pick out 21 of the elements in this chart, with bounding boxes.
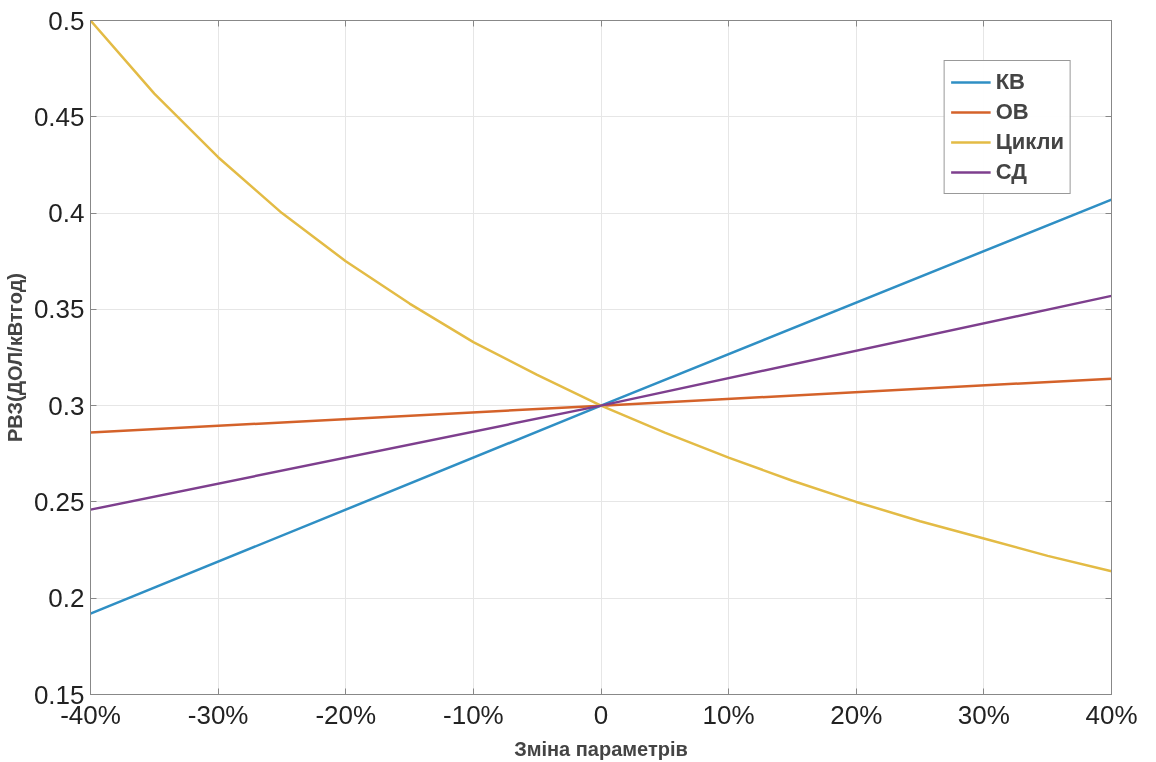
- y-tick-label: 0.5: [48, 5, 85, 36]
- y-tick-label: 0.3: [48, 390, 85, 421]
- y-axis-title: РВЗ(ДОЛ/кВтгод): [3, 273, 26, 442]
- x-tick-label: 0: [593, 699, 609, 730]
- legend-label: Цикли: [995, 128, 1064, 156]
- x-tick-label: 40%: [1085, 699, 1138, 730]
- x-tick-label: 20%: [830, 699, 883, 730]
- x-tick-label: 10%: [702, 699, 755, 730]
- x-tick-label: -10%: [443, 699, 504, 730]
- x-axis-title: Зміна параметрів: [514, 737, 688, 760]
- y-tick-label: 0.2: [48, 583, 85, 614]
- x-tick-label: -30%: [187, 699, 249, 730]
- x-tick-label: -20%: [315, 699, 377, 730]
- x-tick-label: 30%: [957, 699, 1010, 730]
- legend-label: СД: [995, 158, 1027, 186]
- y-tick-label: 0.25: [33, 486, 85, 517]
- legend-label: ОВ: [995, 98, 1029, 126]
- y-tick-label: 0.35: [33, 294, 85, 325]
- y-tick-label: 0.45: [33, 101, 85, 132]
- legend-label: КВ: [995, 68, 1025, 96]
- y-tick-label: 0.4: [48, 198, 85, 229]
